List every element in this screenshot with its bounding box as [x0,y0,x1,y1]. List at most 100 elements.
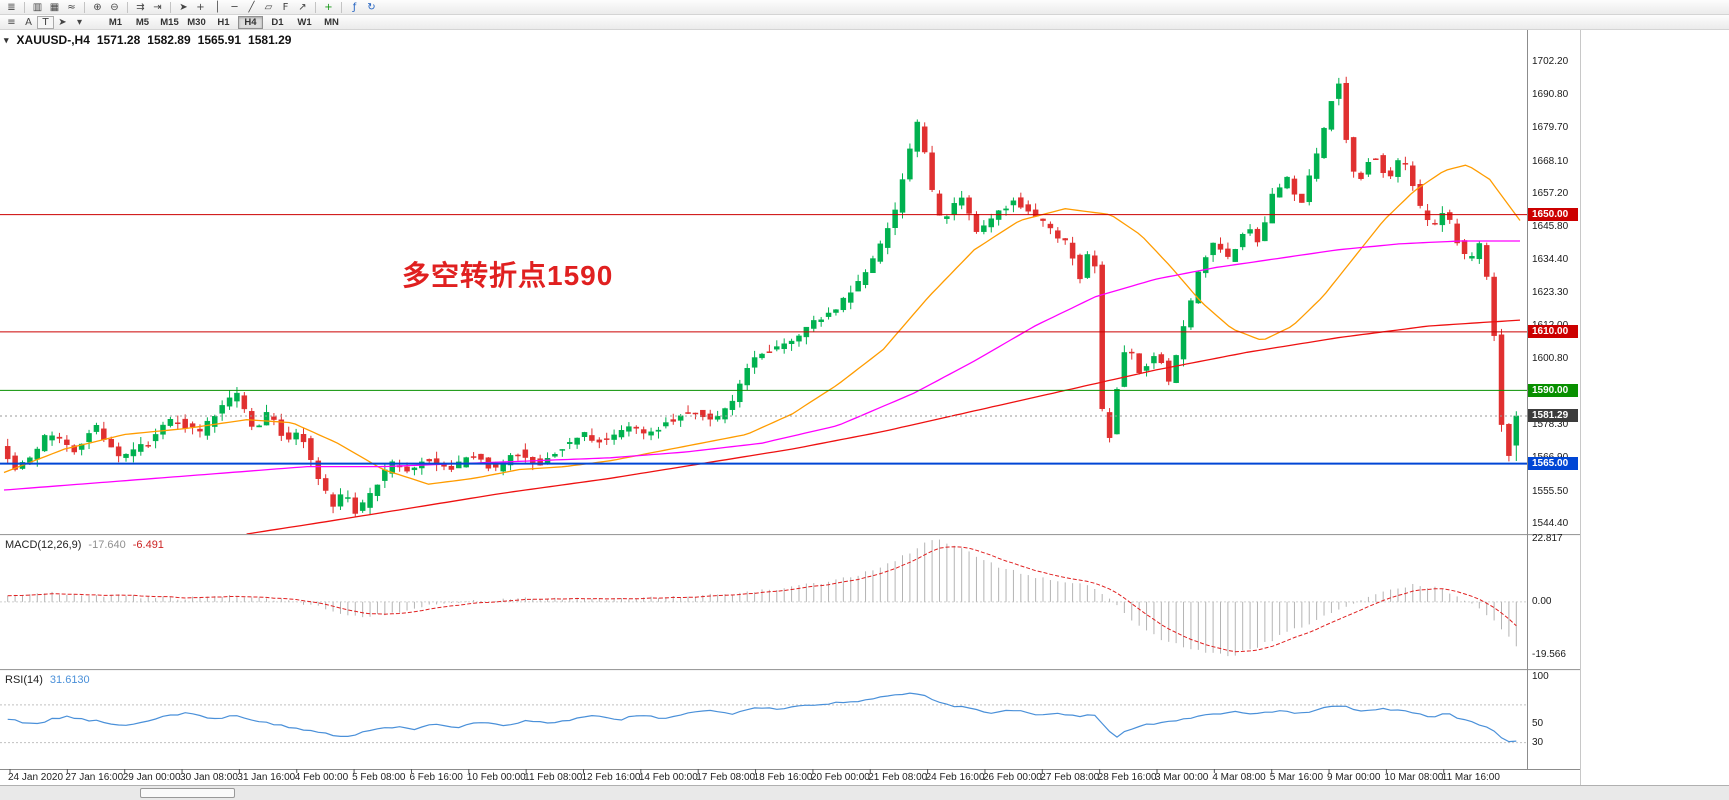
timeframe-mn-button[interactable]: MN [319,16,344,29]
time-axis-label: 18 Feb 16:00 [753,772,813,783]
rsi-name: RSI(14) [5,674,43,686]
price-scale-label: 1555.50 [1532,485,1569,497]
time-axis[interactable]: 24 Jan 2020 27 Jan 16:00 29 Jan 00:00 30 Ja… [0,771,1580,785]
timeframe-m5-button[interactable]: M5 [130,16,155,29]
price-scale-label: 1544.40 [1532,518,1569,530]
time-axis-label: 11 Mar 16:00 [1441,772,1500,783]
toolbar-separator [127,1,128,13]
arrows-tool-button[interactable]: ↗ [294,1,311,14]
chart-shift-button[interactable]: ⇥ [149,1,166,14]
time-axis-label: 31 Jan 16:00 [237,772,296,783]
line-chart-mode-button[interactable]: ≈ [63,1,80,14]
timeframe-d1-button[interactable]: D1 [265,16,290,29]
timeframe-m15-button[interactable]: M15 [157,16,182,29]
time-axis-label: 29 Jan 00:00 [122,772,181,783]
time-axis-label: 3 Mar 00:00 [1155,772,1209,783]
timeframe-w1-button[interactable]: W1 [292,16,317,29]
time-axis-label: 4 Feb 00:00 [294,772,349,783]
price-level-badge-1610.00: 1610.00 [1528,325,1578,339]
crosshair-tool-button[interactable]: + [192,1,209,14]
macd-scale-label: 22.817 [1532,533,1563,545]
chart-annotation-text[interactable]: 多空转折点1590 [402,260,614,291]
time-axis-label: 5 Mar 16:00 [1269,772,1324,783]
refresh-chart-button[interactable]: ↻ [363,1,380,14]
timeframe-h4-button[interactable]: H4 [238,15,263,29]
price-scale-label: 1679.70 [1532,121,1569,133]
toolbar-separator [84,1,85,13]
window-menu-button[interactable]: ≡ [3,16,20,29]
time-axis-label: 24 Feb 16:00 [925,772,985,783]
vertical-line-tool-button[interactable]: │ [209,1,226,14]
time-axis-label: 24 Jan 2020 [8,772,64,783]
time-axis-label: 30 Jan 08:00 [180,772,238,783]
time-axis-label: 28 Feb 16:00 [1097,772,1157,783]
symbol-name: XAUUSD-,H4 [16,33,90,47]
indicators-list-button[interactable]: ƒ [346,1,363,14]
price-level-badge-1565.00: 1565.00 [1528,457,1578,471]
zoom-in-button[interactable]: ⊕ [89,1,106,14]
chart-window: ▾ XAUUSD-,H4 1571.28 1582.89 1565.91 158… [0,30,1729,785]
price-level-badge-1650.00: 1650.00 [1528,208,1578,222]
price-scale-label: 1578.30 [1532,418,1569,430]
horizontal-line-tool-button[interactable]: ─ [226,1,243,14]
time-axis-label: 27 Feb 08:00 [1040,772,1100,783]
time-axis-label: 11 Feb 08:00 [524,772,583,783]
chart-canvas[interactable] [0,30,1729,785]
time-axis-label: 10 Mar 08:00 [1384,772,1444,783]
macd-scale-label: 0.00 [1532,595,1552,607]
macd-name: MACD(12,26,9) [5,539,82,551]
channel-tool-button[interactable]: ▱ [260,1,277,14]
new-order-button[interactable]: + [320,1,337,14]
price-scale-label: 1600.80 [1532,352,1569,364]
zoom-out-button[interactable]: ⊖ [106,1,123,14]
rsi-scale-label: 30 [1532,736,1544,748]
price-scale[interactable]: 1702.20 1690.80 1679.70 1668.10 1657.20 1645.… [1527,30,1580,785]
time-axis-label: 5 Feb 08:00 [352,772,406,783]
price-scale-label: 1690.80 [1532,89,1569,101]
price-level-badge-1581.29: 1581.29 [1528,409,1578,423]
rsi-scale-label: 50 [1532,717,1544,729]
time-axis-label: 10 Feb 00:00 [466,772,526,783]
pointer-tool-button[interactable]: ➤ [54,16,71,29]
time-axis-label: 9 Mar 00:00 [1327,772,1381,783]
chart-title: ▾ XAUUSD-,H4 1571.28 1582.89 1565.91 158… [4,33,291,47]
time-axis-label: 14 Feb 00:00 [638,772,698,783]
ohlc-high: 1582.89 [147,33,191,47]
ohlc-open: 1571.28 [96,33,141,47]
time-axis-label: 20 Feb 00:00 [810,772,870,783]
macd-scale-label: -19.566 [1532,649,1566,661]
price-scale-label: 1702.20 [1532,55,1569,67]
bar-chart-mode-button[interactable]: ▥ [29,1,46,14]
fibonacci-tool-button[interactable]: F [277,1,294,14]
timeframe-m1-button[interactable]: M1 [103,16,128,29]
timeframe-h1-button[interactable]: H1 [211,16,236,29]
toolbar-separator [315,1,316,13]
price-scale-label: 1645.80 [1532,220,1569,232]
macd-signal-value: -6.491 [132,539,164,551]
time-axis-label: 21 Feb 08:00 [868,772,928,783]
ohlc-close: 1581.29 [248,33,292,47]
ohlc-low: 1565.91 [197,33,242,47]
text-tool-button[interactable]: T [37,15,54,29]
charts-menu-button[interactable]: ≣ [3,1,20,14]
trendline-tool-button[interactable]: ╱ [243,1,260,14]
time-axis-label: 6 Feb 16:00 [409,772,463,783]
toolbar-timeframes: ≡ A T ➤ ▾ M1 M5 M15 M30 H1 H4 D1 W1 MN [0,15,1729,30]
bottom-scrollbar-thumb[interactable] [140,788,235,798]
timeframe-m30-button[interactable]: M30 [184,16,209,29]
candlestick-mode-button[interactable]: ▦ [46,1,63,14]
auto-scroll-button[interactable]: ⇉ [132,1,149,14]
pointer-dropdown-button[interactable]: ▾ [71,16,88,29]
macd-indicator-label: MACD(12,26,9) -17.640 -6.491 [5,539,164,551]
font-label-tool-button[interactable]: A [20,16,37,29]
price-level-badge-1590.00: 1590.00 [1528,383,1578,397]
price-scale-label: 1657.20 [1532,187,1569,199]
macd-main-value: -17.640 [88,539,126,551]
toolbar-separator [24,1,25,13]
one-click-trading-icon[interactable]: ▾ [4,34,9,45]
time-axis-label: 27 Jan 16:00 [65,772,124,783]
toolbar-standard: ≣ ▥ ▦ ≈ ⊕ ⊖ ⇉ ⇥ ➤ + │ ─ ╱ ▱ F ↗ + ƒ ↻ [0,0,1729,15]
cursor-tool-button[interactable]: ➤ [175,1,192,14]
toolbar-separator [170,1,171,13]
